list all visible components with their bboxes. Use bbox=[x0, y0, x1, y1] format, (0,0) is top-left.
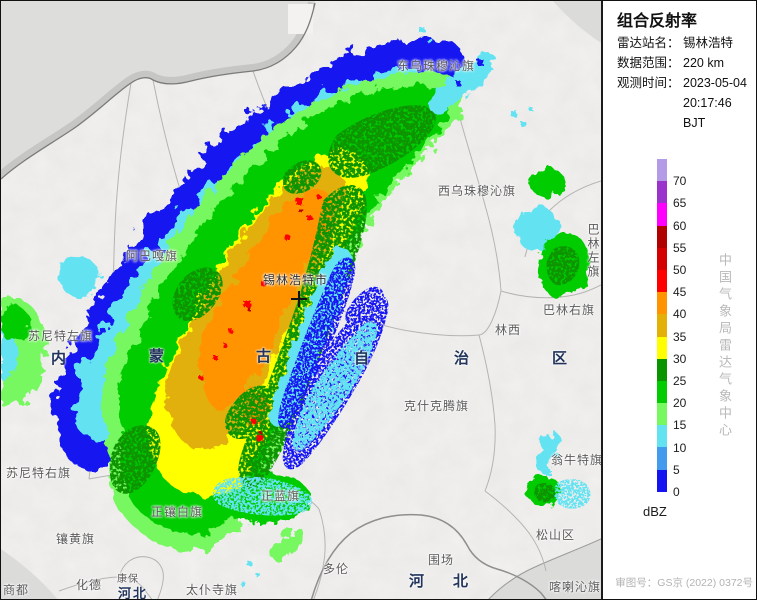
colorbar-tick: 70 bbox=[673, 174, 687, 189]
colorbar-tick: 55 bbox=[673, 240, 687, 255]
echo-darkgreen-speckle-dbz-25-30 bbox=[109, 105, 436, 494]
map-notch bbox=[288, 4, 313, 34]
info-value: 锡林浩特 bbox=[683, 36, 734, 50]
foreign-territory bbox=[1, 1, 316, 180]
colorbar-block bbox=[657, 336, 667, 359]
echo-core-orange-dbz-40-45 bbox=[198, 189, 333, 430]
colorbar-block bbox=[657, 181, 667, 204]
echo-north-blue-bits-dbz-0-5 bbox=[456, 59, 483, 86]
info-row: 雷达站名： 锡林浩特 bbox=[617, 33, 756, 53]
echo-west-cyan-patch-dbz-10-15 bbox=[56, 257, 101, 298]
echo-red-cells-dbz-45-50 bbox=[199, 195, 321, 441]
colorbar-block bbox=[657, 269, 667, 293]
colorbar-tick: 60 bbox=[673, 218, 687, 233]
colorbar-block bbox=[657, 358, 667, 381]
colorbar-tick: 30 bbox=[673, 351, 687, 366]
info-label: 数据范围： bbox=[617, 56, 680, 70]
colorbar-block bbox=[657, 425, 667, 448]
radar-map: 东乌珠穆沁旗 西乌珠穆沁旗 阿巴嘎旗 锡林浩特市 巴林左旗 巴林右旗 林西 克什克腾旗 翁牛特旗… bbox=[1, 1, 602, 599]
colorbar-block bbox=[657, 292, 667, 315]
info-value: 20:17:46 BJT bbox=[683, 96, 732, 130]
map-approval-number: 审图号：GS京 (2022) 0372号 bbox=[615, 577, 753, 589]
colorbar-block bbox=[657, 447, 667, 470]
info-value: 220 km bbox=[683, 56, 724, 70]
province-boundary-hebei bbox=[310, 513, 547, 599]
echo-se-cyan-scatter-dbz-10-15 bbox=[292, 321, 378, 451]
info-row-cont: 20:17:46 BJT bbox=[617, 93, 756, 133]
echo-north-cyan-streak-dbz-10-15 bbox=[428, 51, 495, 114]
echo-wengniute-cyan-streak-dbz-10-15 bbox=[537, 432, 560, 474]
radar-echo-layers bbox=[1, 27, 591, 586]
info-value: 2023-05-04 bbox=[683, 76, 747, 90]
echo-east-blue-band-dbz-0-5 bbox=[278, 257, 356, 429]
colorbar-tick: 10 bbox=[673, 440, 687, 455]
agency-watermark: 中国气象局雷达气象中心 bbox=[717, 253, 732, 440]
echo-south-thin-streak-dbz-15-20 bbox=[270, 528, 305, 560]
colorbar-tick: 65 bbox=[673, 196, 687, 211]
colorbar-tick: 45 bbox=[673, 285, 687, 300]
panel-divider bbox=[601, 1, 603, 599]
echo-south-dots-dbz-10-15 bbox=[241, 561, 260, 586]
colorbar-block bbox=[657, 159, 667, 182]
colorbar-unit-label: dBZ bbox=[643, 504, 667, 519]
colorbar-tick: 40 bbox=[673, 307, 687, 322]
national-border-line bbox=[1, 2, 316, 180]
product-title: 组合反射率 bbox=[617, 13, 698, 30]
coverage-corner-edge bbox=[488, 538, 601, 599]
echo-east-green-patch-dbz-20-25 bbox=[531, 168, 565, 198]
colorbar-block bbox=[657, 380, 667, 404]
colorbar-block bbox=[657, 247, 667, 270]
colorbar-block bbox=[657, 225, 667, 248]
colorbar-tick: 0 bbox=[673, 485, 680, 499]
colorbar-tick: 20 bbox=[673, 396, 687, 411]
colorbar-block bbox=[657, 314, 667, 337]
station-marker-icon bbox=[291, 291, 307, 307]
echo-west-strip-cyan-dbz-10-15 bbox=[1, 330, 19, 380]
info-label: 雷达站名： bbox=[617, 36, 680, 50]
echo-tail-cyan-speckle-dbz-10-15 bbox=[213, 476, 312, 516]
radar-map-canvas bbox=[1, 1, 601, 599]
colorbar-tick: 25 bbox=[673, 374, 687, 388]
info-label: 观测时间： bbox=[617, 76, 680, 90]
station-info-rows: 雷达站名： 锡林浩特 数据范围： 220 km 观测时间： 2023-05-04 20:17… bbox=[617, 33, 756, 133]
echo-west-strip-green-dbz-20-25 bbox=[1, 304, 30, 342]
colorbar-tick: 15 bbox=[673, 418, 687, 433]
colorbar-block bbox=[657, 469, 667, 492]
info-row: 数据范围： 220 km bbox=[617, 53, 756, 73]
info-row: 观测时间： 2023-05-04 bbox=[617, 73, 756, 93]
reflectivity-colorbar bbox=[657, 159, 667, 492]
echo-zhenglanqi-cyan-dbz-10-15 bbox=[546, 471, 591, 509]
coverage-corner-shading bbox=[1, 1, 601, 599]
info-panel: 组合反射率 雷达站名： 锡林浩特 数据范围： 220 km 观测时间： 2023-05-0… bbox=[603, 1, 756, 599]
colorbar-tick: 35 bbox=[673, 329, 687, 344]
colorbar-tick: 5 bbox=[673, 462, 680, 477]
colorbar-tick: 50 bbox=[673, 263, 687, 277]
colorbar-block bbox=[657, 403, 667, 426]
echo-east-darkgreen-bit-dbz-25-30 bbox=[546, 246, 580, 286]
echo-zhenglanqi-darkgreen-dbz-25-30 bbox=[534, 483, 556, 503]
colorbar-block bbox=[657, 203, 667, 226]
